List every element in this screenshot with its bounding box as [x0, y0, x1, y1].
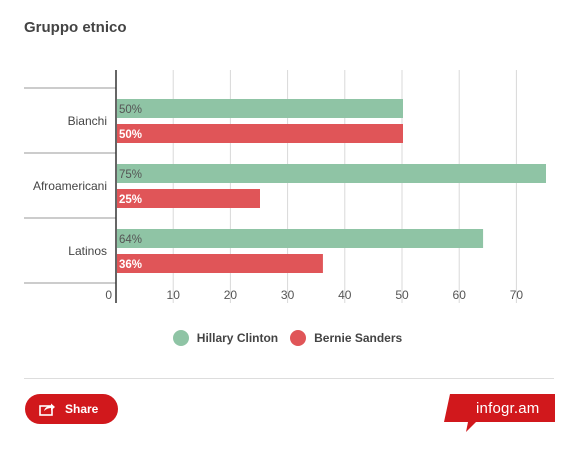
- share-icon: [39, 403, 55, 416]
- legend-label-clinton: Hillary Clinton: [196, 331, 279, 345]
- data-label: 25%: [119, 194, 142, 206]
- x-tick-label: 40: [338, 288, 352, 302]
- legend-item-clinton[interactable]: Hillary Clinton: [172, 330, 279, 346]
- category-label: Latinos: [68, 244, 107, 258]
- chart-title: Gruppo etnico: [24, 19, 127, 36]
- data-label: 50%: [119, 129, 142, 141]
- data-label: 50%: [119, 104, 142, 116]
- x-tick-label: 10: [167, 288, 181, 302]
- x-tick-label: 0: [105, 288, 112, 302]
- legend-swatch-sanders: [290, 330, 307, 346]
- x-tick-label: 60: [453, 288, 467, 302]
- brand-label: infogr.am: [476, 400, 540, 417]
- bar-chart: 0 10 20 30 40 50 60 70 Bianchi 50% 50% Afroamerican…: [24, 70, 546, 303]
- data-label: 36%: [119, 259, 142, 271]
- x-tick-label: 70: [510, 288, 524, 302]
- share-label: Share: [65, 402, 99, 416]
- x-tick-label: 20: [224, 288, 238, 302]
- x-tick-label: 30: [281, 288, 295, 302]
- bar: [117, 189, 260, 208]
- share-button[interactable]: Share: [25, 394, 118, 424]
- data-label: 75%: [119, 169, 142, 181]
- legend-swatch-clinton: [172, 330, 189, 346]
- legend-item-sanders[interactable]: Bernie Sanders: [290, 330, 402, 346]
- bar: [117, 164, 546, 183]
- bar: [117, 254, 323, 273]
- data-label: 64%: [119, 234, 142, 246]
- bar: [117, 124, 403, 143]
- bar: [117, 229, 484, 248]
- category-label: Afroamericani: [33, 179, 107, 193]
- x-tick-label: 50: [395, 288, 409, 302]
- legend-label-sanders: Bernie Sanders: [314, 331, 403, 345]
- category-label: Bianchi: [68, 114, 107, 128]
- infogram-logo[interactable]: [444, 394, 555, 432]
- legend: Hillary Clinton Bernie Sanders: [0, 330, 575, 346]
- footer-divider: [24, 378, 554, 379]
- bar: [117, 99, 403, 118]
